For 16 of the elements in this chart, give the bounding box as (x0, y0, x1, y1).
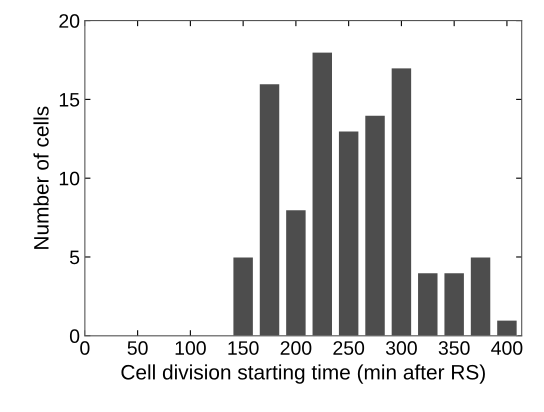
y-tick-label: 20 (59, 14, 80, 28)
y-tick-label: 10 (60, 172, 80, 186)
x-tick-label: 0 (80, 341, 90, 355)
y-axis-title: Number of cells (33, 106, 49, 249)
y-tick-label: 0 (70, 329, 80, 344)
x-tick-label: 250 (333, 341, 364, 355)
x-tick-label: 400 (491, 341, 522, 355)
x-tick-label: 150 (228, 341, 259, 355)
y-tick-label: 5 (70, 250, 80, 264)
x-tick-label: 300 (386, 341, 417, 355)
x-tick-label: 200 (280, 341, 312, 355)
y-tick-label: 15 (60, 93, 80, 107)
x-axis-title: Cell division starting time (min after RS) (121, 364, 485, 384)
x-tick-label: 350 (438, 341, 470, 355)
x-tick-label: 100 (176, 341, 206, 355)
x-tick-label: 50 (128, 341, 148, 355)
